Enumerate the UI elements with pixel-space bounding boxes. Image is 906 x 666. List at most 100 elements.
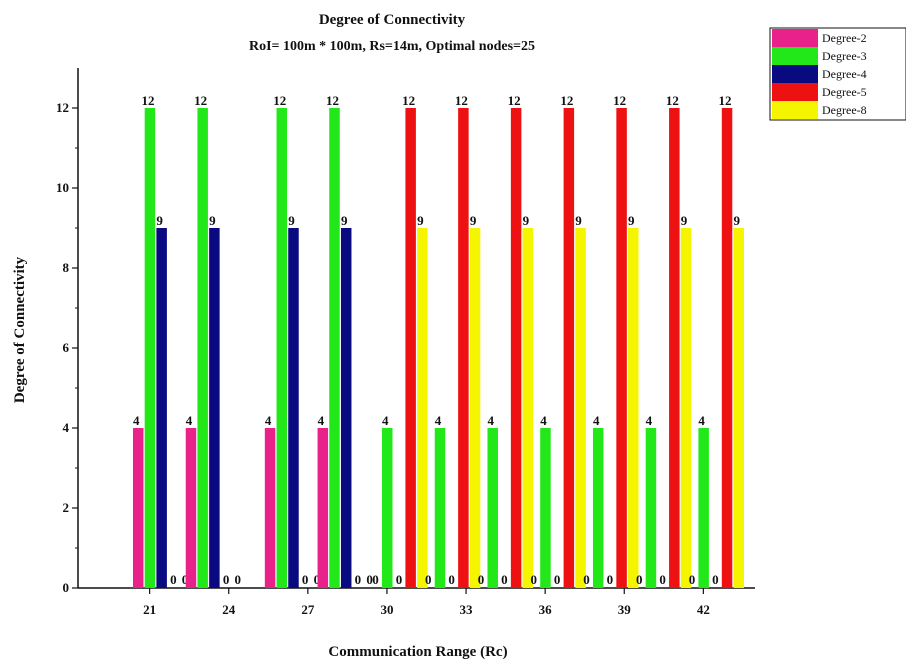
data-label: 12 <box>402 93 415 108</box>
data-label: 0 <box>689 572 696 587</box>
data-label: 0 <box>366 572 373 587</box>
y-tick-label: 0 <box>63 580 70 595</box>
y-tick-label: 10 <box>56 180 69 195</box>
bar-degree-3 <box>144 108 156 588</box>
x-tick-label: 24 <box>222 602 236 617</box>
data-label: 0 <box>314 572 321 587</box>
bar-degree-3 <box>592 428 604 588</box>
data-label: 12 <box>455 93 468 108</box>
x-tick-label: 39 <box>618 602 632 617</box>
data-label: 4 <box>265 413 272 428</box>
data-label: 4 <box>698 413 705 428</box>
bar-degree-3 <box>197 108 208 588</box>
x-axis-label: Communication Range (Rc) <box>328 644 507 660</box>
legend-swatch <box>772 83 818 101</box>
data-label: 0 <box>531 572 538 587</box>
bar-degree-3 <box>698 428 709 588</box>
bar-degree-3 <box>329 108 340 588</box>
data-label: 4 <box>646 413 653 428</box>
data-label: 0 <box>712 572 719 587</box>
bar-degree-8 <box>680 228 692 588</box>
data-label: 9 <box>523 213 530 228</box>
chart-title: Degree of Connectivity <box>319 12 466 28</box>
bar-degree-4 <box>209 228 220 588</box>
data-label: 0 <box>554 572 561 587</box>
bar-degree-3 <box>381 428 393 588</box>
y-tick-label: 12 <box>56 100 69 115</box>
legend-entry: Degree-2 <box>822 31 867 45</box>
bar-degree-8 <box>733 228 745 588</box>
bar-degree-3 <box>487 428 498 588</box>
y-tick-label: 8 <box>63 260 70 275</box>
bar-degree-4 <box>340 228 352 588</box>
y-tick-label: 6 <box>63 340 70 355</box>
x-tick-label: 27 <box>301 602 315 617</box>
data-label: 12 <box>560 93 573 108</box>
data-label: 4 <box>540 413 547 428</box>
legend-entry: Degree-5 <box>822 85 867 99</box>
data-label: 0 <box>235 572 242 587</box>
bar-degree-4 <box>288 228 299 588</box>
bar-degree-2 <box>132 428 144 588</box>
legend-swatch <box>772 101 818 119</box>
data-label: 4 <box>435 413 442 428</box>
bar-degree-3 <box>540 428 551 588</box>
data-label: 12 <box>613 93 626 108</box>
data-label: 12 <box>194 93 207 108</box>
bar-degree-5 <box>616 108 627 588</box>
bar-degree-3 <box>434 428 446 588</box>
x-tick-label: 21 <box>143 602 156 617</box>
x-tick-label: 33 <box>460 602 474 617</box>
data-label: 9 <box>341 213 348 228</box>
data-label: 0 <box>170 572 177 587</box>
data-label: 0 <box>302 572 309 587</box>
data-label: 0 <box>223 572 230 587</box>
bar-degree-2 <box>317 428 329 588</box>
data-label: 4 <box>133 413 140 428</box>
data-label: 9 <box>575 213 582 228</box>
data-label: 0 <box>396 572 403 587</box>
data-label: 0 <box>583 572 590 587</box>
data-label: 12 <box>326 93 339 108</box>
data-label: 12 <box>141 93 154 108</box>
bar-degree-8 <box>469 228 481 588</box>
data-label: 0 <box>659 572 666 587</box>
y-tick-label: 2 <box>63 500 70 515</box>
data-label: 0 <box>607 572 614 587</box>
data-label: 0 <box>636 572 643 587</box>
bar-degree-5 <box>510 108 522 588</box>
x-tick-label: 30 <box>380 602 393 617</box>
data-label: 0 <box>182 572 189 587</box>
x-tick-label: 36 <box>539 602 553 617</box>
legend-swatch <box>772 29 818 47</box>
data-label: 4 <box>487 413 494 428</box>
chart-subtitle: RoI= 100m * 100m, Rs=14m, Optimal nodes=… <box>249 39 535 54</box>
data-label: 9 <box>209 213 216 228</box>
bar-degree-5 <box>669 108 680 588</box>
data-label: 0 <box>478 572 485 587</box>
legend-entry: Degree-4 <box>822 67 867 81</box>
y-axis-label: Degree of Connectivity <box>12 256 28 403</box>
legend-entry: Degree-3 <box>822 49 867 63</box>
data-label: 9 <box>628 213 635 228</box>
data-label: 9 <box>288 213 295 228</box>
bar-degree-3 <box>645 428 657 588</box>
bar-degree-3 <box>276 108 288 588</box>
bar-degree-5 <box>458 108 469 588</box>
data-label: 9 <box>681 213 688 228</box>
bar-degree-8 <box>417 228 428 588</box>
legend-swatch <box>772 65 818 83</box>
y-tick-label: 4 <box>63 420 70 435</box>
data-label: 0 <box>448 572 455 587</box>
data-label: 4 <box>593 413 600 428</box>
data-label: 0 <box>501 572 508 587</box>
bar-degree-2 <box>264 428 276 588</box>
bar-degree-5 <box>563 108 575 588</box>
bar-degree-8 <box>522 228 534 588</box>
bar-degree-5 <box>405 108 416 588</box>
data-label: 4 <box>382 413 389 428</box>
data-label: 0 <box>372 572 379 587</box>
legend: Degree-2 Degree-3 Degree-4 Degree-5 Degree-8 <box>769 27 906 121</box>
